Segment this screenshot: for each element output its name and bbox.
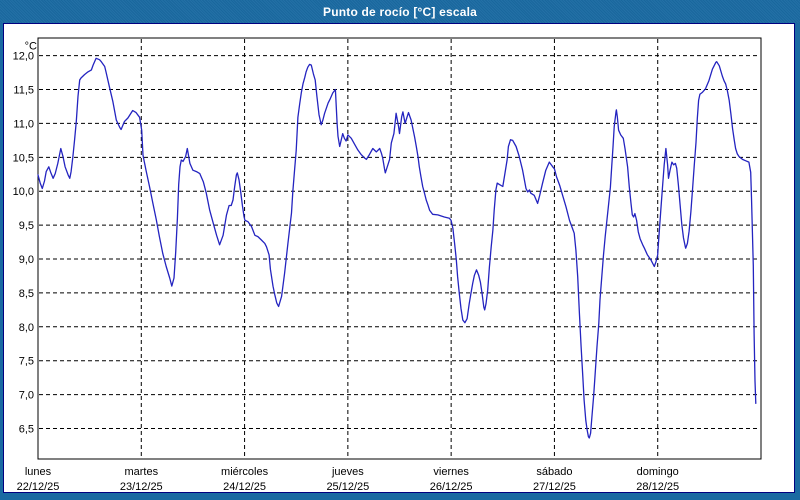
x-weekday-label: sábado	[536, 466, 572, 478]
x-date-label: 25/12/25	[326, 481, 369, 492]
x-date-label: 26/12/25	[430, 481, 473, 492]
y-tick-label: 7,5	[19, 356, 34, 368]
y-tick-label: 11,5	[13, 85, 34, 97]
y-tick-label: 8,5	[19, 288, 34, 300]
x-date-label: 27/12/25	[533, 481, 576, 492]
y-tick-label: 7,0	[19, 390, 34, 402]
x-weekday-label: miércoles	[221, 466, 269, 478]
dewpoint-line-series	[37, 57, 757, 439]
y-tick-label: 10,0	[13, 186, 34, 198]
y-tick-label: 11,0	[13, 118, 34, 130]
x-date-label: 22/12/25	[17, 481, 60, 492]
dewpoint-chart: 12,0 11,5 11,0 10,5 10,0 9,5 9,0 8,5 8,0 7,5 7,0 6,…	[13, 37, 762, 492]
window-titlebar[interactable]: Punto de rocío [°C] escala	[0, 0, 800, 23]
x-date-label: 28/12/25	[636, 481, 679, 492]
y-tick-label: 9,0	[19, 254, 34, 266]
x-weekday-label: lunes	[25, 466, 52, 478]
chart-area: 12,0 11,5 11,0 10,5 10,0 9,5 9,0 8,5 8,0 7,5 7,0 6,…	[3, 23, 795, 493]
plot-border	[37, 37, 762, 460]
y-tick-label: 10,5	[13, 152, 34, 164]
y-tick-label: 12,0	[13, 51, 34, 63]
y-tick-label: 8,0	[19, 322, 34, 334]
x-weekday-label: martes	[124, 466, 158, 478]
window-title: Punto de rocío [°C] escala	[322, 4, 478, 19]
x-weekday-label: domingo	[637, 466, 679, 478]
x-weekday-label: jueves	[331, 466, 364, 478]
x-date-label: 23/12/25	[120, 481, 163, 492]
x-date-label: 24/12/25	[223, 481, 266, 492]
y-tick-label: 9,5	[19, 220, 34, 232]
y-tick-label: 6,5	[19, 423, 34, 435]
x-weekday-label: viernes	[433, 466, 469, 478]
y-axis-unit-label: °C	[25, 41, 37, 53]
